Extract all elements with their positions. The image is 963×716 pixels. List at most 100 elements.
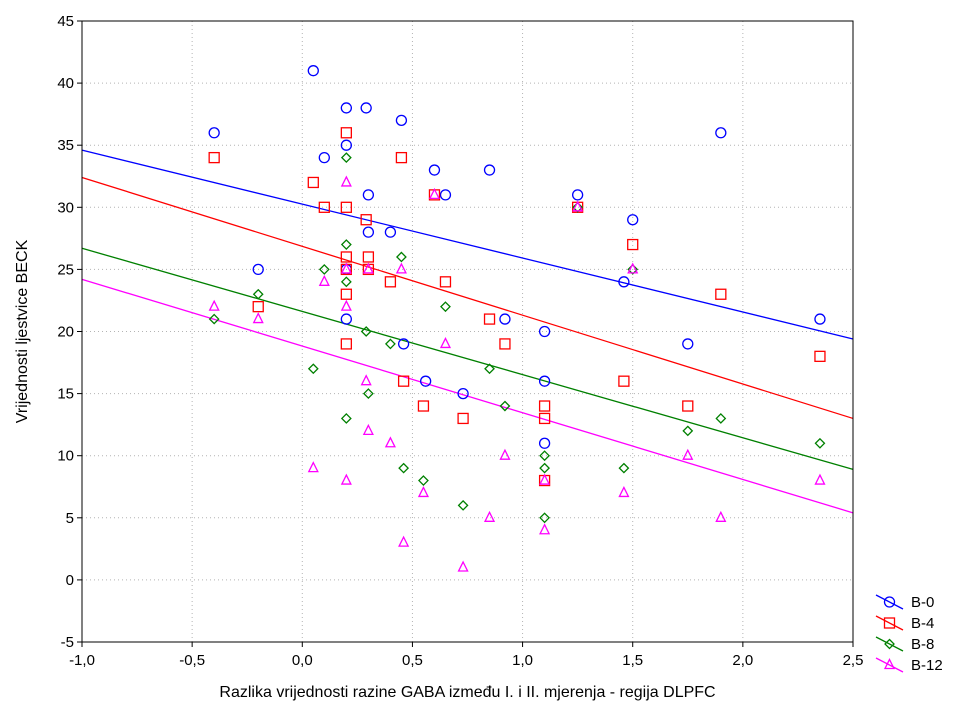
data-point-b-4 bbox=[397, 375, 410, 387]
data-point-b-4 bbox=[362, 251, 375, 263]
data-point-b-4 bbox=[627, 238, 639, 251]
data-point-b-0 bbox=[340, 139, 352, 151]
data-point-b-4 bbox=[682, 400, 694, 412]
x-tick-label: 0,5 bbox=[402, 652, 423, 669]
data-point-b-4 bbox=[340, 288, 352, 300]
x-tick-label: -0,5 bbox=[179, 652, 205, 669]
data-point-b-8 bbox=[572, 201, 584, 213]
data-point-b-8 bbox=[539, 462, 551, 474]
data-point-b-8 bbox=[340, 239, 352, 250]
data-point-b-8 bbox=[627, 263, 639, 275]
data-point-b-4 bbox=[318, 201, 330, 213]
regression-lines bbox=[81, 149, 854, 514]
data-point-b-0 bbox=[618, 276, 630, 288]
data-point-b-8 bbox=[440, 301, 451, 313]
data-point-b-12 bbox=[384, 436, 396, 448]
data-point-b-4 bbox=[538, 400, 551, 412]
data-point-b-12 bbox=[340, 473, 352, 485]
data-point-b-8 bbox=[340, 413, 352, 424]
x-tick-label: 1,0 bbox=[512, 652, 533, 669]
data-point-b-0 bbox=[627, 214, 639, 226]
legend-marker-b-8 bbox=[884, 638, 895, 650]
data-point-b-12 bbox=[539, 473, 551, 485]
data-point-b-4 bbox=[715, 288, 727, 300]
legend-marker-b-4 bbox=[883, 617, 896, 629]
data-point-b-12 bbox=[395, 262, 407, 274]
data-point-b-12 bbox=[682, 448, 694, 460]
data-point-b-12 bbox=[318, 274, 330, 286]
legend-label-b-12: B-12 bbox=[911, 657, 943, 674]
data-point-b-8 bbox=[340, 152, 352, 164]
data-point-b-4 bbox=[439, 276, 452, 288]
data-point-b-0 bbox=[814, 313, 826, 325]
data-point-b-0 bbox=[419, 375, 432, 387]
grid bbox=[82, 21, 853, 642]
data-point-b-8 bbox=[814, 437, 826, 449]
data-point-b-12 bbox=[618, 486, 630, 498]
data-point-b-4 bbox=[395, 151, 408, 164]
data-point-b-12 bbox=[340, 175, 352, 187]
data-point-b-12 bbox=[539, 523, 551, 535]
y-tick-label: 15 bbox=[57, 386, 74, 403]
data-point-b-0 bbox=[499, 313, 511, 325]
data-point-b-12 bbox=[307, 461, 319, 473]
data-point-b-8 bbox=[340, 276, 352, 288]
data-point-b-0 bbox=[318, 151, 330, 164]
data-point-b-0 bbox=[571, 189, 584, 201]
data-point-b-12 bbox=[208, 299, 220, 311]
legend-line-b-8 bbox=[875, 636, 904, 652]
data-point-b-4 bbox=[340, 201, 352, 213]
data-point-b-4 bbox=[417, 400, 430, 412]
data-point-b-12 bbox=[457, 560, 469, 572]
data-point-b-0 bbox=[340, 102, 352, 114]
plot-frame bbox=[81, 20, 854, 643]
data-point-b-12 bbox=[499, 448, 511, 460]
y-tick-label: 5 bbox=[66, 510, 74, 527]
data-point-b-12 bbox=[398, 535, 410, 547]
data-point-b-0 bbox=[307, 65, 319, 77]
y-tick-label: 40 bbox=[57, 75, 74, 92]
data-point-b-8 bbox=[395, 251, 407, 263]
data-point-b-0 bbox=[538, 325, 551, 338]
legend-marker-b-12 bbox=[883, 658, 896, 670]
data-point-b-8 bbox=[539, 450, 551, 462]
data-point-b-12 bbox=[252, 312, 264, 324]
data-point-b-0 bbox=[340, 313, 352, 325]
y-tick-label: 30 bbox=[57, 199, 74, 216]
data-point-b-4 bbox=[618, 375, 630, 387]
y-axis-title: Vrijednosti ljestvice BECK bbox=[14, 239, 31, 423]
x-tick-label: 2,0 bbox=[732, 652, 753, 669]
data-point-b-8 bbox=[318, 263, 330, 275]
regression-line-b-0 bbox=[81, 149, 854, 340]
regression-line-b-8 bbox=[81, 247, 854, 470]
x-tick-label: 2,5 bbox=[843, 652, 864, 669]
legend-label-b-4: B-4 bbox=[911, 615, 934, 632]
data-point-b-4 bbox=[499, 338, 511, 350]
data-point-b-0 bbox=[384, 226, 397, 238]
data-points bbox=[208, 65, 826, 572]
data-point-b-12 bbox=[362, 262, 374, 274]
data-point-b-0 bbox=[538, 375, 551, 387]
data-point-b-8 bbox=[418, 475, 429, 486]
y-tick-label: 20 bbox=[57, 324, 74, 341]
data-point-b-12 bbox=[814, 473, 826, 485]
data-point-b-4 bbox=[384, 276, 397, 288]
legend-line-b-0 bbox=[875, 594, 904, 610]
y-tick-label: 0 bbox=[66, 572, 74, 589]
data-point-b-4 bbox=[457, 412, 469, 425]
data-point-b-8 bbox=[360, 326, 372, 337]
legend-label-b-8: B-8 bbox=[911, 636, 934, 653]
data-point-b-12 bbox=[483, 510, 496, 522]
data-point-b-0 bbox=[428, 164, 441, 176]
data-point-b-4 bbox=[208, 151, 220, 164]
data-point-b-4 bbox=[483, 313, 496, 325]
data-point-b-4 bbox=[538, 412, 551, 425]
legend-line-b-4 bbox=[875, 615, 904, 631]
data-point-b-0 bbox=[682, 338, 694, 350]
legend-label-b-0: B-0 bbox=[911, 594, 934, 611]
data-point-b-0 bbox=[538, 437, 551, 449]
x-tick-label: -1,0 bbox=[69, 652, 95, 669]
data-point-b-8 bbox=[618, 462, 630, 474]
data-point-b-8 bbox=[307, 363, 319, 375]
